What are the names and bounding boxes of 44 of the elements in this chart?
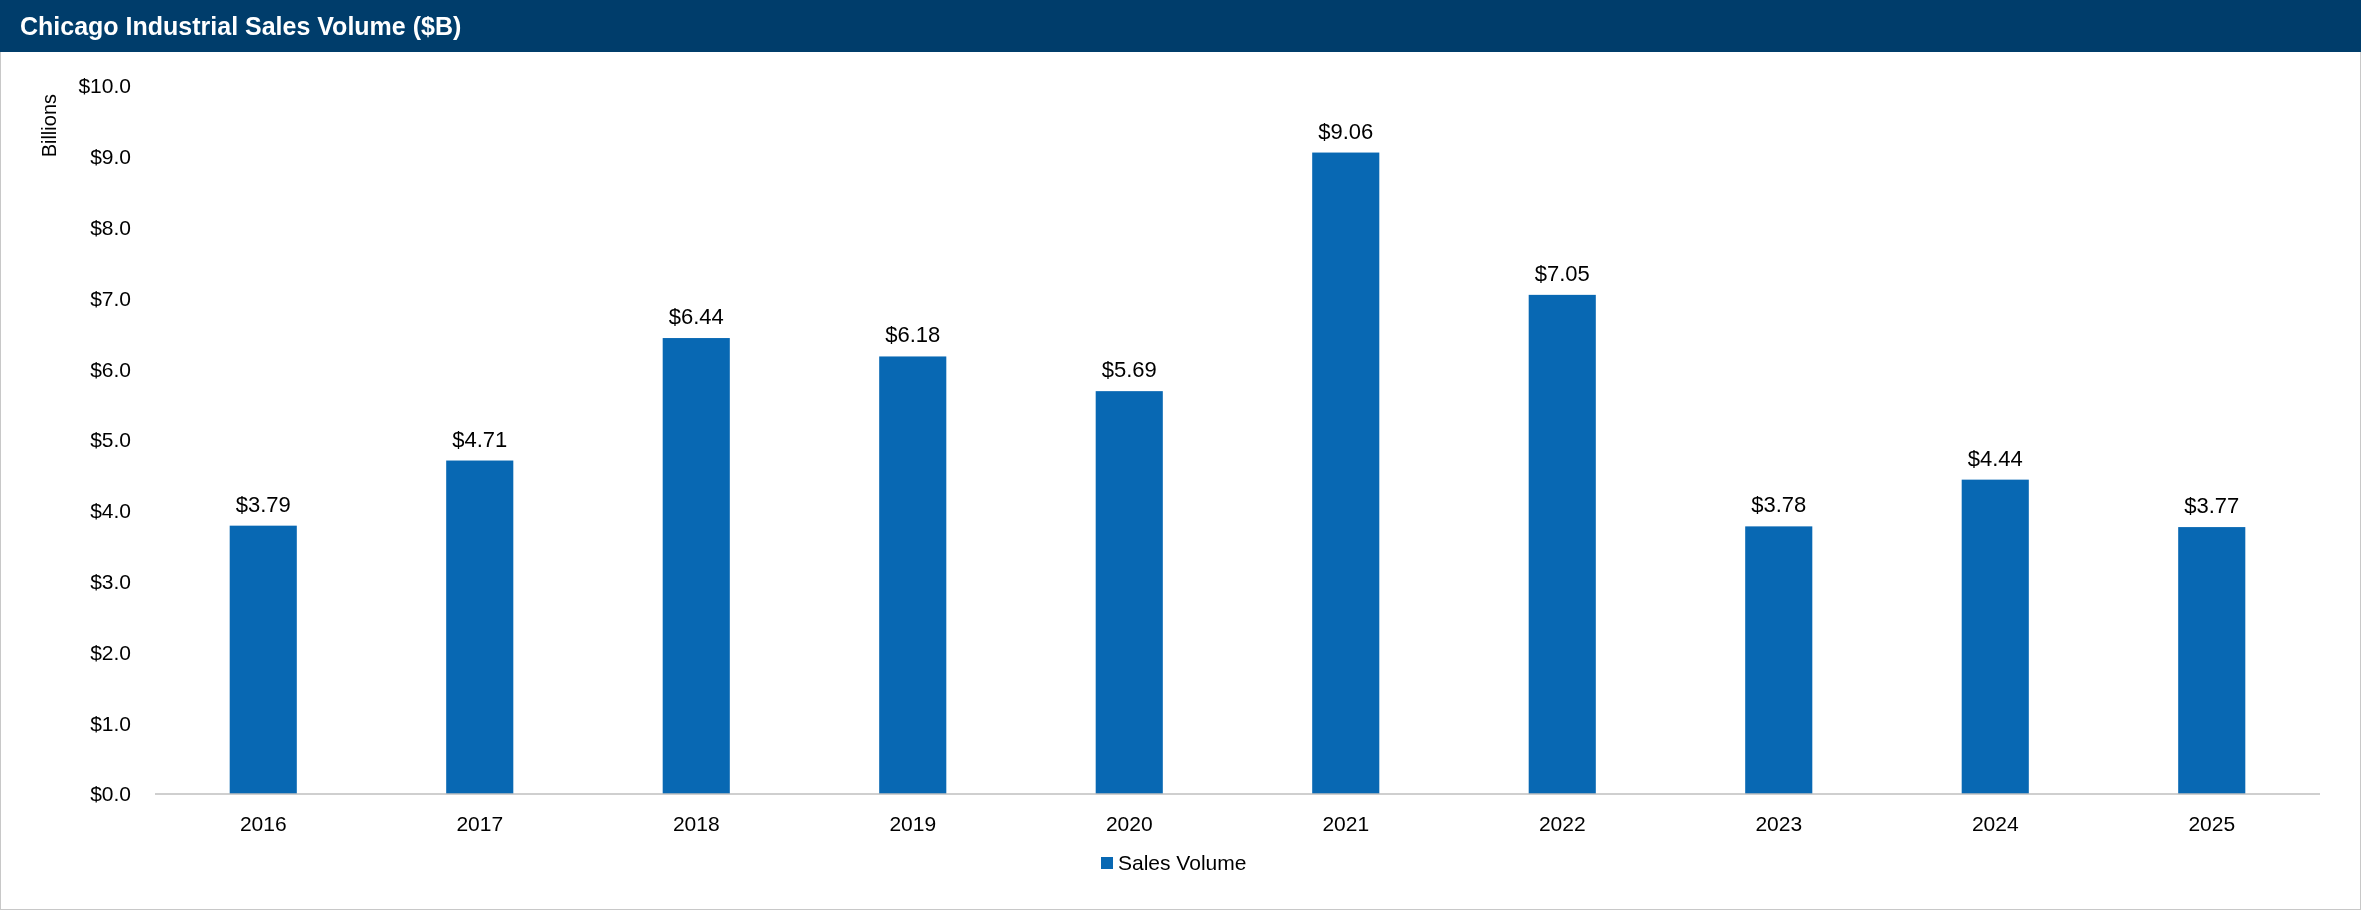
data-label: $4.44 xyxy=(1967,445,2023,471)
x-tick-label: 2016 xyxy=(239,812,287,835)
x-tick-label: 2021 xyxy=(1322,812,1370,835)
data-label: $3.77 xyxy=(2184,493,2240,519)
y-tick-label: $4.0 xyxy=(90,499,131,523)
chart-title: Chicago Industrial Sales Volume ($B) xyxy=(20,12,462,40)
bar xyxy=(1312,152,1380,794)
bar xyxy=(879,356,947,794)
bar xyxy=(662,338,730,794)
y-tick-label: $2.0 xyxy=(90,640,131,664)
x-tick-label: 2022 xyxy=(1538,812,1586,835)
y-tick-label: $5.0 xyxy=(90,428,131,452)
x-tick-label: 2020 xyxy=(1105,812,1153,835)
data-label: $6.18 xyxy=(885,322,941,348)
y-tick-label: $0.0 xyxy=(90,782,131,806)
y-tick-label: $1.0 xyxy=(90,711,131,735)
data-label: $3.78 xyxy=(1751,492,1807,518)
bar xyxy=(1095,391,1163,794)
x-tick-label: 2023 xyxy=(1755,812,1803,835)
y-tick-label: $9.0 xyxy=(90,145,131,169)
data-label: $4.71 xyxy=(452,426,508,452)
legend-label: Sales Volume xyxy=(1118,851,1247,875)
y-tick-label: $6.0 xyxy=(90,357,131,381)
bar xyxy=(446,460,514,794)
x-tick-label: 2019 xyxy=(889,812,937,835)
bar xyxy=(1745,526,1813,794)
bar xyxy=(2178,527,2246,794)
data-label: $3.79 xyxy=(235,491,291,517)
x-tick-label: 2025 xyxy=(2188,812,2236,835)
y-tick-label: $8.0 xyxy=(90,215,131,239)
data-label: $5.69 xyxy=(1101,357,1157,383)
x-tick-label: 2018 xyxy=(672,812,720,835)
data-label: $6.44 xyxy=(668,304,724,330)
y-tick-label: $3.0 xyxy=(90,569,131,593)
x-tick-label: 2017 xyxy=(456,812,504,835)
y-tick-label: $7.0 xyxy=(90,286,131,310)
data-label: $7.05 xyxy=(1534,260,1590,286)
y-axis-title: Billions xyxy=(38,94,60,158)
bar xyxy=(1961,479,2029,794)
bar xyxy=(229,525,297,794)
x-tick-label: 2024 xyxy=(1971,812,2019,835)
bar xyxy=(1528,294,1596,794)
y-tick-label: $10.0 xyxy=(78,74,131,98)
data-label: $9.06 xyxy=(1318,118,1374,144)
